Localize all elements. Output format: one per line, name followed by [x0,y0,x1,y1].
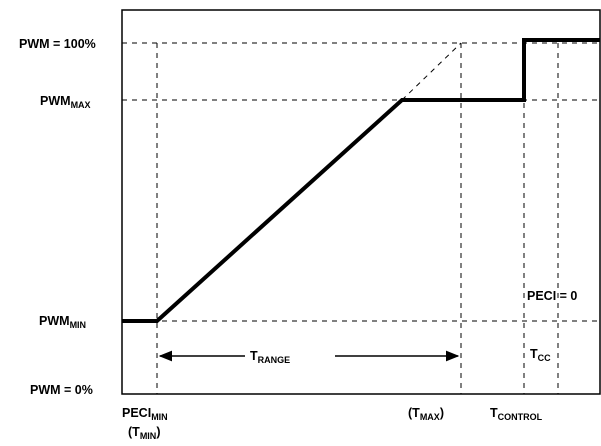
label-pwm-min: PWMMIN [39,314,86,330]
label-pwm-max: PWMMAX [40,94,91,110]
label-peci-min: PECIMIN [122,406,168,422]
plot-frame [121,9,601,395]
label-pwm-0: PWM = 0% [30,383,93,397]
guide-lines [122,42,600,394]
label-t-control: TCONTROL [490,406,543,422]
label-peci-zero: PECI = 0 [527,289,577,303]
label-t-min: (TMIN) [128,425,160,441]
label-t-cc: TCC [530,347,551,363]
guide-slope-extension [401,42,462,101]
label-t-range: TRANGE [250,349,290,365]
label-pwm-100: PWM = 100% [19,37,96,51]
label-t-max: (TMAX) [408,406,444,422]
pwm-response-curve [122,38,600,323]
